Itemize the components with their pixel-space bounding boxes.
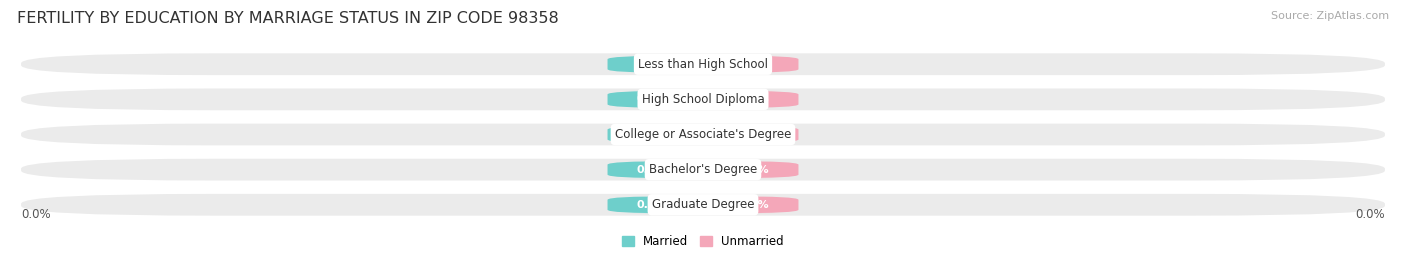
FancyBboxPatch shape (710, 196, 799, 213)
Text: Source: ZipAtlas.com: Source: ZipAtlas.com (1271, 11, 1389, 21)
FancyBboxPatch shape (607, 56, 696, 73)
FancyBboxPatch shape (21, 53, 1385, 75)
Text: 0.0%: 0.0% (1355, 208, 1385, 221)
Text: High School Diploma: High School Diploma (641, 93, 765, 106)
FancyBboxPatch shape (21, 159, 1385, 180)
FancyBboxPatch shape (710, 91, 799, 108)
Text: 0.0%: 0.0% (738, 165, 769, 175)
Text: 0.0%: 0.0% (637, 165, 668, 175)
FancyBboxPatch shape (607, 91, 696, 108)
Text: Graduate Degree: Graduate Degree (652, 198, 754, 211)
FancyBboxPatch shape (710, 126, 799, 143)
Text: 0.0%: 0.0% (738, 94, 769, 104)
Text: Bachelor's Degree: Bachelor's Degree (650, 163, 756, 176)
FancyBboxPatch shape (710, 161, 799, 178)
FancyBboxPatch shape (21, 89, 1385, 110)
Text: FERTILITY BY EDUCATION BY MARRIAGE STATUS IN ZIP CODE 98358: FERTILITY BY EDUCATION BY MARRIAGE STATU… (17, 11, 558, 26)
FancyBboxPatch shape (607, 161, 696, 178)
FancyBboxPatch shape (21, 124, 1385, 145)
Text: 0.0%: 0.0% (738, 59, 769, 69)
Legend: Married, Unmarried: Married, Unmarried (617, 230, 789, 253)
FancyBboxPatch shape (710, 56, 799, 73)
Text: 0.0%: 0.0% (637, 94, 668, 104)
Text: Less than High School: Less than High School (638, 58, 768, 71)
Text: 0.0%: 0.0% (637, 200, 668, 210)
Text: 0.0%: 0.0% (637, 129, 668, 140)
FancyBboxPatch shape (21, 194, 1385, 216)
Text: 0.0%: 0.0% (738, 200, 769, 210)
FancyBboxPatch shape (607, 196, 696, 213)
Text: 0.0%: 0.0% (637, 59, 668, 69)
FancyBboxPatch shape (607, 126, 696, 143)
Text: College or Associate's Degree: College or Associate's Degree (614, 128, 792, 141)
Text: 0.0%: 0.0% (21, 208, 51, 221)
Text: 0.0%: 0.0% (738, 129, 769, 140)
